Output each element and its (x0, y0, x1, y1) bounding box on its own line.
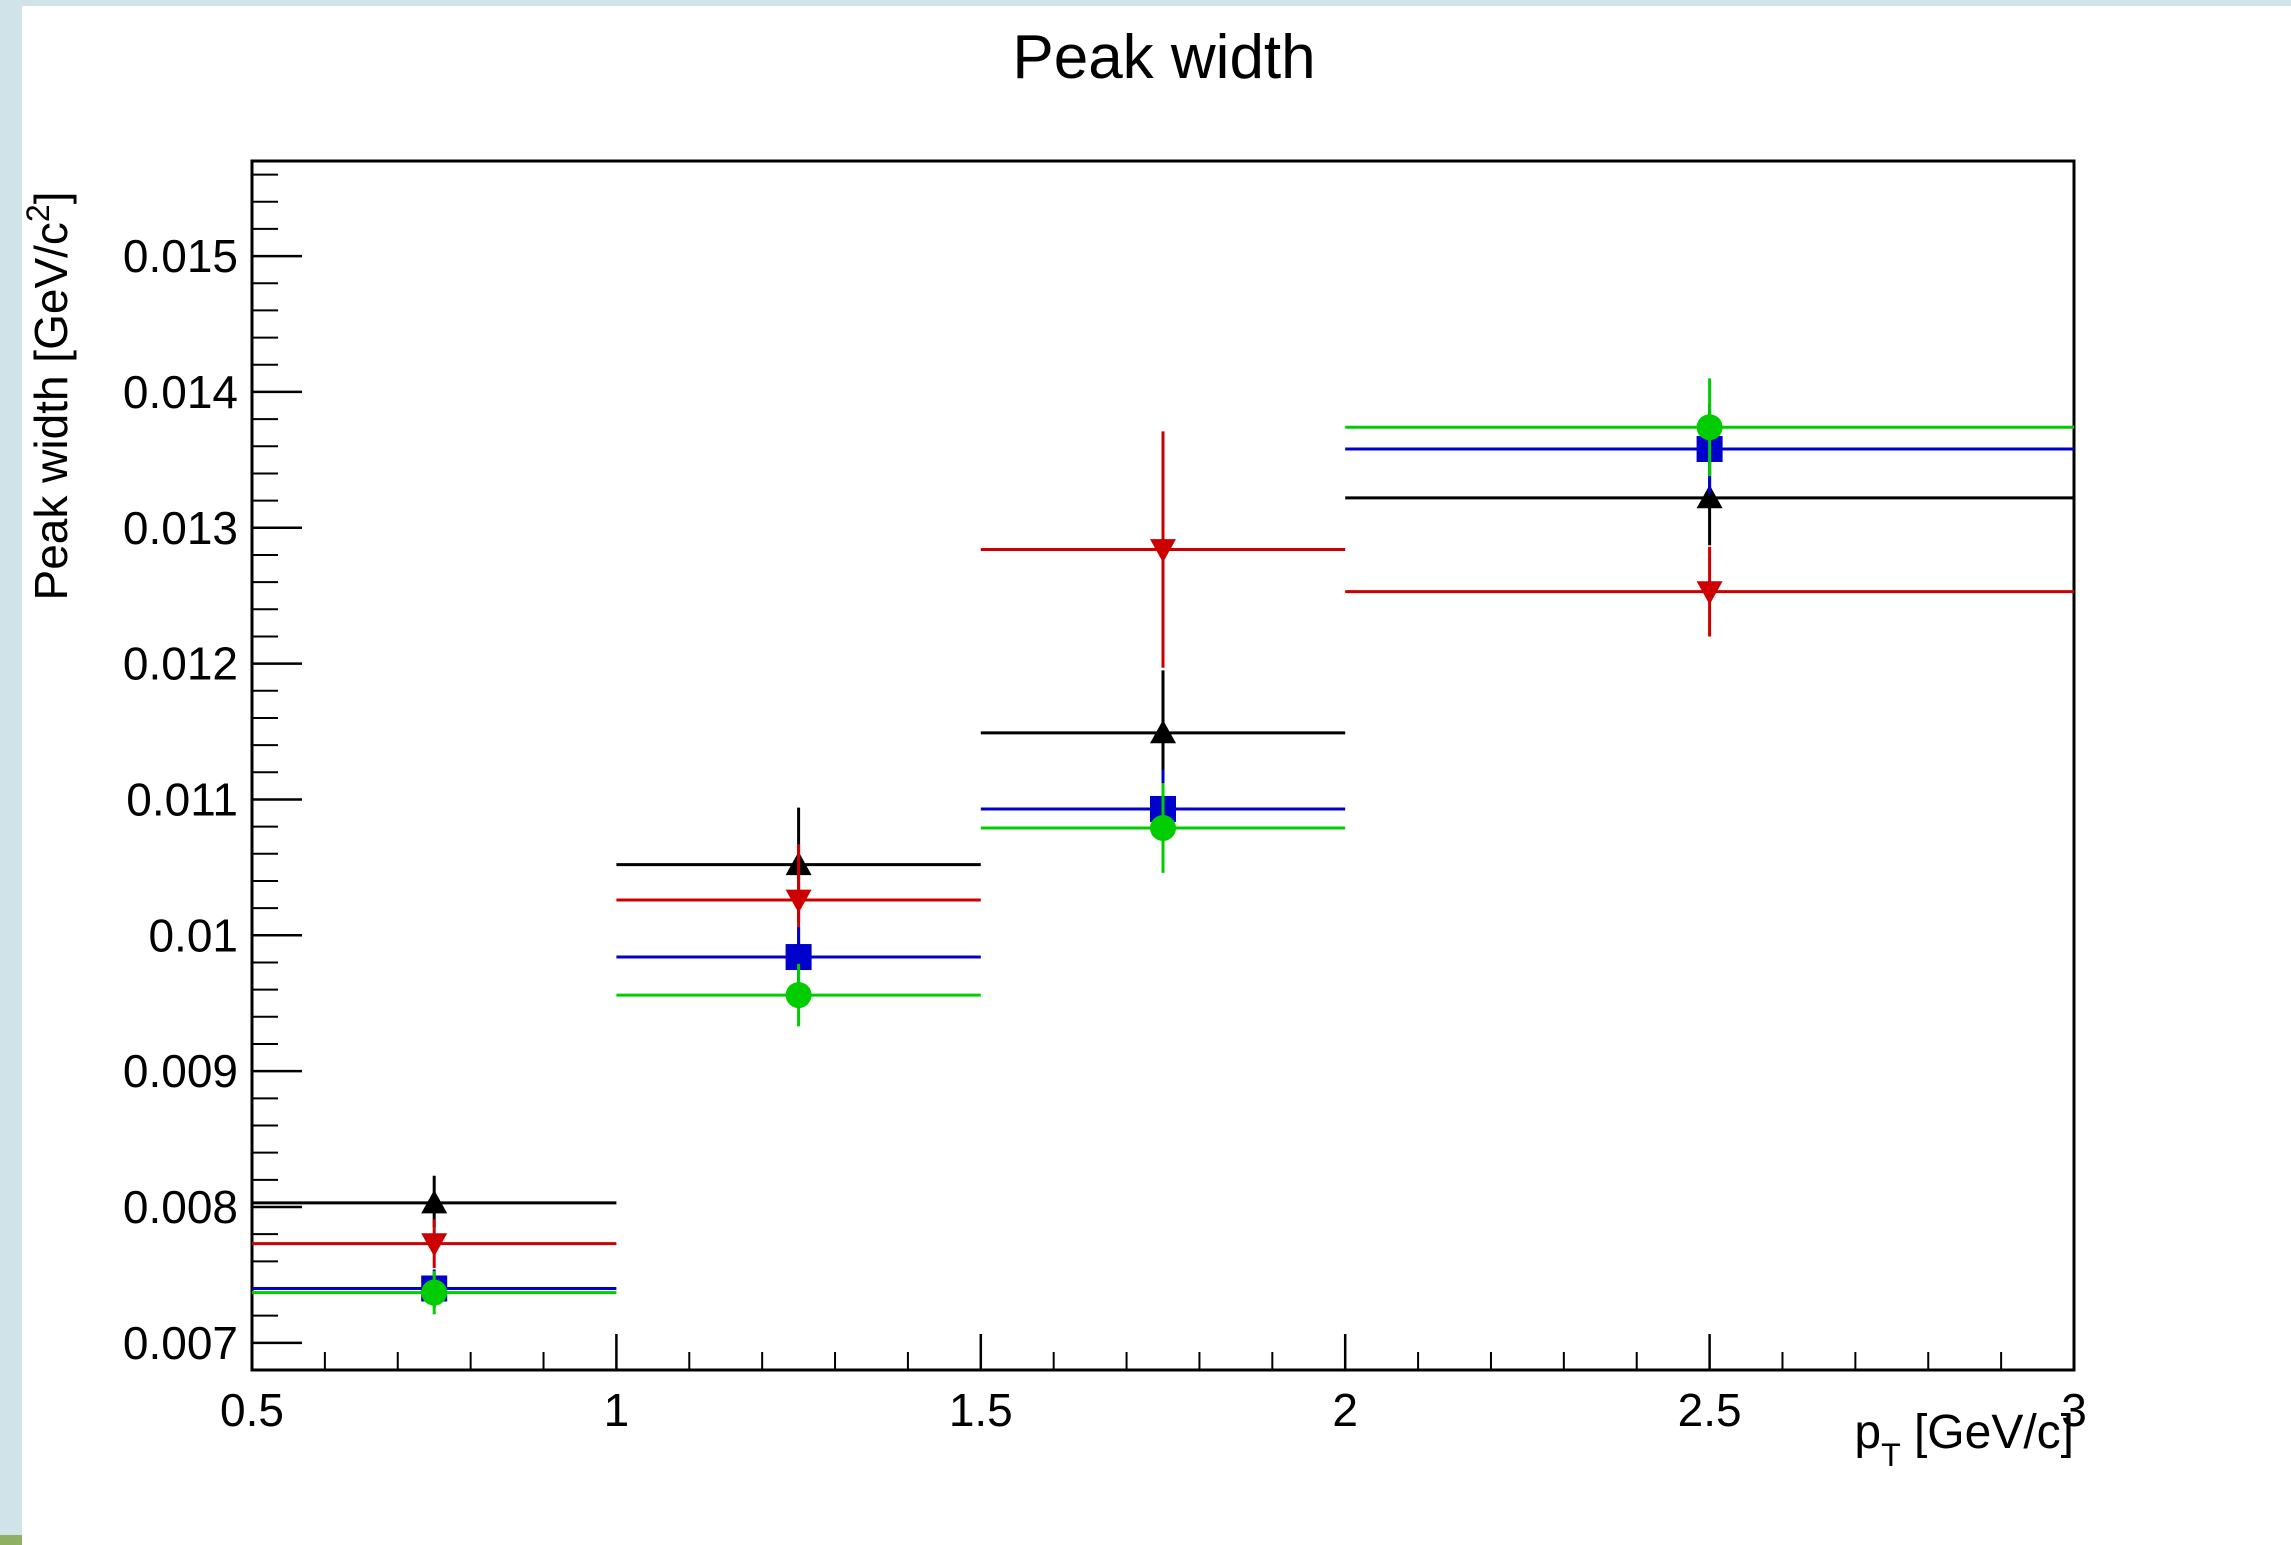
x-tick-label: 2 (1332, 1384, 1358, 1436)
y-tick-label: 0.014 (123, 366, 238, 418)
data-point (421, 1279, 448, 1306)
chart-title: Peak width (1012, 23, 1315, 92)
data-point (421, 1233, 448, 1257)
x-tick-label: 1 (604, 1384, 630, 1436)
data-point (1696, 581, 1723, 605)
y-axis-label: Peak width [GeV/c2] (22, 192, 77, 601)
x-tick-label: 0.5 (220, 1384, 284, 1436)
data-series (252, 378, 2074, 1315)
data-point (1150, 719, 1176, 744)
y-tick-label: 0.013 (123, 502, 238, 554)
y-tick-label: 0.012 (123, 638, 238, 690)
data-point (421, 1189, 448, 1214)
axes: 0.5 1 1.5 2 2.5 3 0.007 0.008 0.009 0.01 0.011 0.01… (123, 159, 2087, 1436)
x-tick-label: 1.5 (949, 1384, 1013, 1436)
y-tick-label: 0.008 (123, 1181, 238, 1233)
y-tick-label: 0.009 (123, 1045, 238, 1097)
data-point (1696, 484, 1723, 509)
series-3 (252, 378, 2074, 1315)
y-tick-label: 0.01 (148, 909, 238, 961)
corner-marker (0, 1535, 22, 1545)
data-point (785, 889, 812, 913)
y-tick-label: 0.015 (123, 230, 238, 282)
data-point (785, 982, 812, 1009)
chart-canvas: Peak width 0.5 1 1.5 2 2.5 3 0.007 0.008 0.009 0.… (22, 6, 2291, 1545)
peak-width-chart: Peak width 0.5 1 1.5 2 2.5 30.0070.0080.0090.… (22, 23, 2087, 1473)
plot-frame (250, 159, 2076, 1372)
y-tick-label: 0.011 (126, 773, 238, 825)
x-axis-label: pT [GeV/c] (1854, 1406, 2074, 1473)
series-1 (252, 431, 2074, 1269)
y-tick-label: 0.007 (123, 1317, 238, 1369)
data-point (1150, 539, 1176, 563)
x-tick-label: 2.5 (1678, 1384, 1742, 1436)
x-tick-label: 3 (2061, 1384, 2087, 1436)
data-point (1150, 814, 1176, 841)
data-point (1696, 414, 1723, 441)
